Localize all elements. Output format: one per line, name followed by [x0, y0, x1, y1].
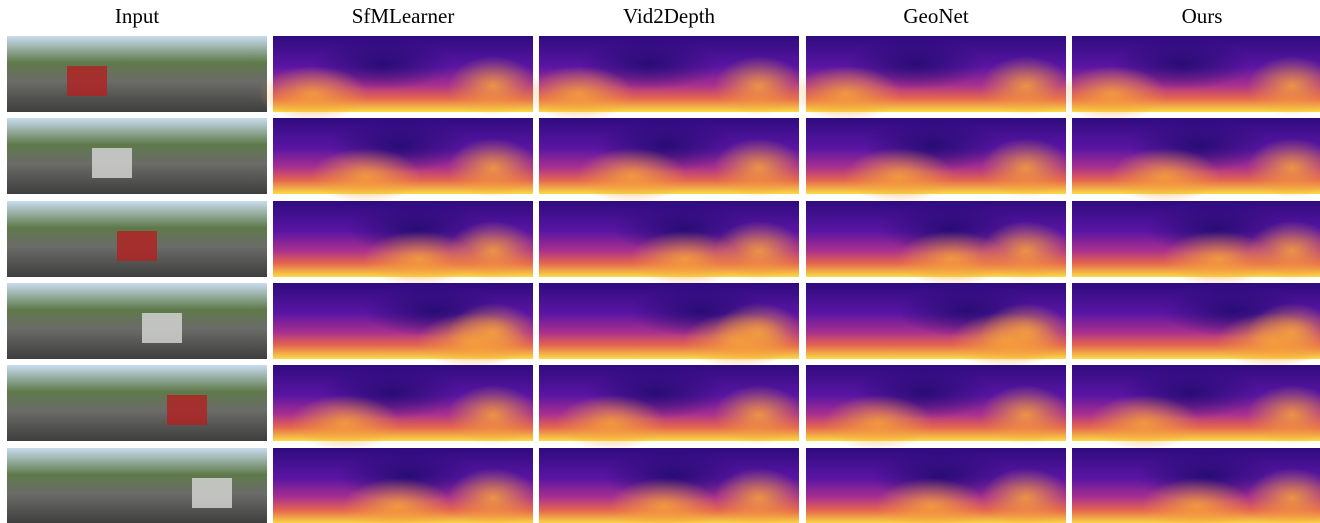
depth-map — [791, 36, 1071, 122]
near-region — [714, 385, 804, 445]
vehicle — [142, 313, 182, 343]
column-header: Input — [115, 4, 159, 28]
depth-map — [273, 283, 538, 369]
depth-map — [806, 118, 1071, 204]
vehicle — [67, 66, 107, 96]
photo — [7, 283, 267, 359]
input-image — [7, 283, 267, 359]
depth-map — [1072, 201, 1320, 287]
near-region — [524, 66, 634, 122]
input-image — [7, 448, 267, 523]
depth-map — [806, 448, 1071, 523]
near-region — [981, 138, 1071, 198]
depth-map — [273, 118, 538, 204]
column-header: SfMLearner — [352, 4, 455, 28]
depth-map — [1057, 36, 1320, 122]
depth-map — [273, 201, 538, 287]
column-header: Vid2Depth — [623, 4, 716, 28]
photo — [7, 118, 267, 194]
near-region — [823, 395, 933, 451]
depth-map — [806, 365, 1071, 451]
depth-map — [806, 283, 1071, 369]
depth-map — [1072, 448, 1320, 523]
depth-map — [1072, 283, 1320, 369]
near-region — [791, 66, 901, 122]
near-region — [556, 395, 666, 451]
depth-map — [273, 448, 538, 523]
vehicle — [92, 148, 132, 178]
depth-map — [539, 201, 804, 287]
near-region — [448, 385, 538, 445]
vehicle — [117, 231, 157, 261]
depth-map — [539, 118, 804, 204]
depth-map — [273, 365, 538, 451]
depth-map — [806, 201, 1071, 287]
input-image — [7, 365, 267, 441]
near-region — [981, 303, 1071, 363]
depth-map — [524, 36, 804, 122]
near-region — [981, 221, 1071, 281]
near-region — [1057, 66, 1167, 122]
near-region — [448, 221, 538, 281]
near-region — [448, 303, 538, 363]
near-region — [714, 138, 804, 198]
input-image — [7, 36, 267, 112]
near-region — [1110, 148, 1220, 204]
near-region — [258, 66, 368, 122]
depth-map — [539, 365, 804, 451]
near-region — [577, 148, 687, 204]
depth-map — [1072, 118, 1320, 204]
column-header: GeoNet — [903, 4, 968, 28]
photo — [7, 365, 267, 441]
depth-map — [258, 36, 538, 122]
photo — [7, 36, 267, 112]
input-image — [7, 118, 267, 194]
near-region — [1089, 395, 1199, 451]
vehicle — [167, 395, 207, 425]
near-region — [714, 56, 804, 116]
vehicle — [192, 478, 232, 508]
near-region — [448, 56, 538, 116]
page: InputSfMLearnerVid2DepthGeoNetOurs (() =… — [0, 0, 1320, 523]
near-region — [844, 148, 954, 204]
depth-map — [539, 448, 804, 523]
column-header: Ours — [1182, 4, 1223, 28]
figure: Input SfMLearner Vid2Depth GeoNet Ours — [0, 0, 1320, 523]
near-region — [448, 138, 538, 198]
near-region — [290, 395, 400, 451]
depth-map — [539, 283, 804, 369]
near-region — [311, 148, 421, 204]
near-region — [981, 56, 1071, 116]
near-region — [714, 221, 804, 281]
input-image — [7, 201, 267, 277]
near-region — [714, 303, 804, 363]
depth-map — [1072, 365, 1320, 451]
near-region — [981, 385, 1071, 445]
